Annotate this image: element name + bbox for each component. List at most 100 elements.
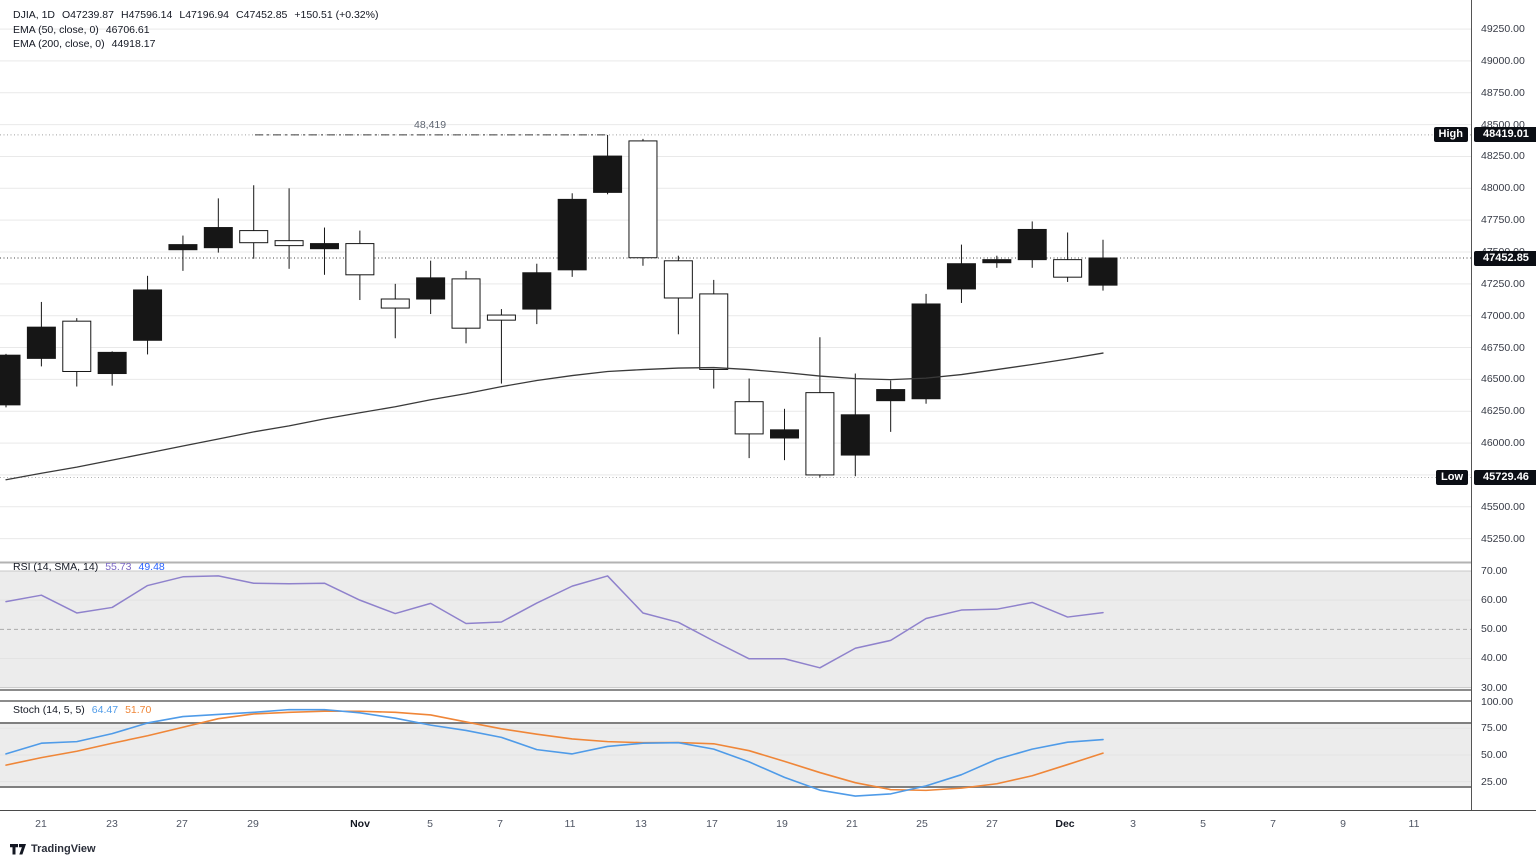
high-marker-label: High — [1433, 127, 1468, 143]
candle-up — [1017, 228, 1047, 261]
candle-up — [309, 243, 339, 250]
time-tick-label: 29 — [247, 818, 259, 830]
time-tick-label: 17 — [706, 818, 718, 830]
stoch-d-value: 51.70 — [125, 704, 152, 716]
price-tick-label: 49250.00 — [1481, 23, 1525, 36]
time-month-label: Dec — [1055, 818, 1075, 830]
rsi-tick-label: 30.00 — [1481, 681, 1508, 694]
candle-up — [203, 227, 233, 249]
stoch-tick-label: 25.00 — [1481, 775, 1508, 788]
low-marker-label: Low — [1436, 470, 1468, 486]
price-axis[interactable]: 45250.0045500.0045750.0046000.0046250.00… — [1471, 0, 1536, 840]
footer: TradingView — [0, 840, 1536, 860]
rsi-tick-label: 50.00 — [1481, 623, 1508, 636]
candle-up — [593, 155, 623, 193]
candle-up — [97, 351, 127, 375]
candle-up — [946, 263, 976, 290]
price-tick-label: 46250.00 — [1481, 405, 1525, 418]
high-level-line-label: 48,419 — [414, 119, 447, 131]
legend-high: H47596.14 — [120, 9, 173, 21]
stoch-label: Stoch (14, 5, 5) — [13, 704, 85, 716]
candle-up — [1088, 257, 1118, 286]
time-tick-label: 21 — [846, 818, 858, 830]
time-tick-label: 11 — [1408, 818, 1420, 830]
candle-up — [416, 277, 446, 300]
candle-down — [239, 230, 269, 244]
tradingview-logo-text: TradingView — [31, 843, 96, 855]
price-tick-label: 47750.00 — [1481, 214, 1525, 227]
price-tick-label: 46000.00 — [1481, 437, 1525, 450]
candle-up — [133, 289, 163, 341]
price-tick-label: 45250.00 — [1481, 532, 1525, 545]
price-tick-label: 47250.00 — [1481, 277, 1525, 290]
stoch-d-line — [5, 710, 1104, 792]
candle-up — [557, 198, 587, 271]
candle-up — [522, 272, 552, 310]
time-tick-label: 21 — [35, 818, 47, 830]
stoch-k-value: 64.47 — [91, 704, 119, 716]
stoch-legend[interactable]: Stoch (14, 5, 5) 64.47 51.70 — [13, 704, 158, 716]
time-tick-label: 5 — [1200, 818, 1206, 830]
rsi-legend[interactable]: RSI (14, SMA, 14) 55.73 49.48 — [13, 561, 172, 573]
symbol-title: DJIA, 1D — [13, 9, 56, 21]
low-price-badge: 45729.46 — [1474, 470, 1536, 486]
candle-up — [911, 303, 941, 400]
candle-up — [840, 414, 870, 456]
rsi-tick-label: 60.00 — [1481, 594, 1508, 607]
candle-down — [380, 298, 410, 309]
price-tick-label: 48000.00 — [1481, 182, 1525, 195]
candle-up — [982, 259, 1012, 264]
price-tick-label: 46750.00 — [1481, 341, 1525, 354]
stoch-k-line — [5, 708, 1104, 797]
last-price-badge: 47452.85 — [1474, 250, 1536, 266]
time-tick-label: 23 — [106, 818, 118, 830]
ema50-label: EMA (50, close, 0) — [13, 24, 99, 36]
ema50-legend[interactable]: EMA (50, close, 0) 46706.61 — [13, 24, 157, 36]
tradingview-logo-icon — [10, 843, 26, 854]
time-month-label: Nov — [350, 818, 370, 830]
chart-plot-area[interactable]: DJIA, 1D O47239.87 H47596.14 L47196.94 C4745… — [0, 0, 1471, 810]
ema50-value: 46706.61 — [105, 24, 150, 36]
legend-low: L47196.94 — [179, 9, 230, 21]
ema200-legend[interactable]: EMA (200, close, 0) 44918.17 — [13, 38, 162, 50]
candle-up — [770, 429, 800, 439]
ema200-label: EMA (200, close, 0) — [13, 38, 105, 50]
price-tick-label: 49000.00 — [1481, 54, 1525, 67]
candle-down — [734, 401, 764, 435]
ema50-line — [5, 352, 1104, 481]
rsi-line — [5, 575, 1104, 669]
rsi-tick-label: 70.00 — [1481, 564, 1508, 577]
time-tick-label: 27 — [176, 818, 188, 830]
time-tick-label: 3 — [1130, 818, 1136, 830]
legend-change: +150.51 (+0.32%) — [294, 9, 379, 21]
candle-down — [663, 260, 693, 299]
tradingview-logo[interactable]: TradingView — [10, 843, 96, 855]
rsi-value: 55.73 — [105, 561, 132, 573]
candle-down — [805, 392, 835, 476]
time-axis[interactable]: 21 23 27 29 Nov 5 7 11 13 17 19 21 25 27 Dec 3 5 7 9 11 — [0, 810, 1536, 840]
symbol-legend[interactable]: DJIA, 1D O47239.87 H47596.14 L47196.94 C4745… — [13, 9, 385, 21]
candle-up — [876, 389, 906, 402]
stoch-tick-label: 50.00 — [1481, 748, 1508, 761]
legend-open: O47239.87 — [62, 9, 114, 21]
candle-down — [699, 293, 729, 370]
time-tick-label: 19 — [776, 818, 788, 830]
ema200-value: 44918.17 — [111, 38, 156, 50]
price-tick-label: 48250.00 — [1481, 150, 1525, 163]
time-tick-label: 5 — [427, 818, 433, 830]
rsi-ma-value: 49.48 — [138, 561, 165, 573]
candle-up — [168, 244, 198, 251]
rsi-tick-label: 40.00 — [1481, 652, 1508, 665]
time-tick-label: 27 — [986, 818, 998, 830]
time-tick-label: 7 — [497, 818, 503, 830]
price-tick-label: 45500.00 — [1481, 500, 1525, 513]
stoch-tick-label: 75.00 — [1481, 722, 1508, 735]
candle-down — [345, 243, 375, 276]
candle-down — [1053, 259, 1083, 278]
legend-close: C47452.85 — [236, 9, 288, 21]
price-tick-label: 46500.00 — [1481, 373, 1525, 386]
candle-down — [486, 314, 516, 321]
candle-down — [274, 240, 304, 247]
candle-up — [26, 326, 56, 359]
